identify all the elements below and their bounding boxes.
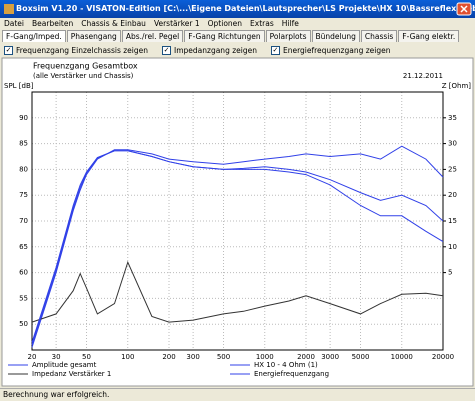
x-tick-label: 3000 bbox=[321, 353, 339, 361]
y-tick-label: 60 bbox=[19, 269, 28, 277]
checkbox-option[interactable]: ✓ Energiefrequenzgang zeigen bbox=[270, 46, 391, 55]
checkbox-label: Impedanzgang zeigen bbox=[174, 46, 257, 55]
chart-date: 21.12.2011 bbox=[403, 72, 443, 80]
y2-tick-label: 20 bbox=[448, 191, 457, 199]
legend-label: HX 10 - 4 Ohm (1) bbox=[254, 361, 318, 369]
legend-label: Amplitude gesamt bbox=[32, 361, 97, 369]
close-glyph bbox=[460, 5, 468, 13]
x-tick-label: 5000 bbox=[352, 353, 370, 361]
status-bar: Berechnung war erfolgreich. bbox=[0, 388, 475, 400]
y-tick-label: 65 bbox=[19, 243, 28, 251]
y2-tick-label: 25 bbox=[448, 165, 457, 173]
menu-item[interactable]: Hilfe bbox=[281, 19, 299, 28]
menu-item[interactable]: Bearbeiten bbox=[32, 19, 74, 28]
y-axis-label: SPL [dB] bbox=[4, 82, 34, 90]
y2-tick-label: 10 bbox=[448, 243, 457, 251]
x-tick-label: 2000 bbox=[297, 353, 315, 361]
tab[interactable]: Polarplots bbox=[265, 30, 311, 42]
title-bar: Boxsim V1.20 - VISATON-Edition [C:\...\E… bbox=[0, 0, 475, 18]
y2-tick-label: 5 bbox=[448, 269, 452, 277]
window-title: Boxsim V1.20 - VISATON-Edition [C:\...\E… bbox=[16, 4, 475, 13]
y-tick-label: 85 bbox=[19, 140, 28, 148]
series-line bbox=[31, 260, 444, 323]
x-tick-label: 20 bbox=[28, 353, 37, 361]
x-tick-label: 100 bbox=[121, 353, 134, 361]
checkbox-label: Frequenzgang Einzelchassis zeigen bbox=[16, 46, 149, 55]
checkbox[interactable]: ✓ bbox=[270, 46, 280, 55]
y2-tick-label: 35 bbox=[448, 114, 457, 122]
menu-item[interactable]: Optionen bbox=[207, 19, 243, 28]
checkbox-option[interactable]: ✓ Frequenzgang Einzelchassis zeigen bbox=[4, 46, 148, 55]
y2-tick-label: 15 bbox=[448, 217, 457, 225]
x-tick-label: 500 bbox=[217, 353, 230, 361]
menu-item[interactable]: Chassis & Einbau bbox=[81, 19, 146, 28]
x-tick-label: 20000 bbox=[432, 353, 454, 361]
menu-bar: Datei Bearbeiten Chassis & Einbau Verstärke… bbox=[0, 18, 475, 30]
chart-panel bbox=[1, 57, 474, 387]
checkbox-label: Energiefrequenzgang zeigen bbox=[282, 46, 391, 55]
checkbox[interactable]: ✓ bbox=[162, 46, 172, 55]
legend-label: Impedanz Verstärker 1 bbox=[32, 370, 111, 378]
menu-item[interactable]: Datei bbox=[4, 19, 25, 28]
y-tick-label: 55 bbox=[19, 294, 28, 302]
checkbox[interactable]: ✓ bbox=[4, 46, 13, 55]
series-line bbox=[31, 150, 444, 345]
x-tick-label: 300 bbox=[186, 353, 199, 361]
tab[interactable]: Phasengang bbox=[66, 30, 121, 42]
tab[interactable]: Bündelung bbox=[311, 30, 360, 42]
tab-bar: F-Gang/Imped. Phasengang Abs./rel. Pegel F-… bbox=[2, 30, 460, 42]
chart: Frequenzgang Gesamtbox (alle Verstärker … bbox=[1, 2, 474, 387]
y-tick-label: 70 bbox=[19, 217, 28, 225]
x-tick-label: 30 bbox=[52, 353, 61, 361]
tab[interactable]: F-Gang elektr. bbox=[398, 30, 460, 42]
x-tick-label: 200 bbox=[162, 353, 175, 361]
y-tick-label: 50 bbox=[19, 320, 28, 328]
tab[interactable]: F-Gang Richtungen bbox=[184, 30, 265, 42]
tab[interactable]: Abs./rel. Pegel bbox=[121, 30, 184, 42]
legend-label: Energiefrequenzgang bbox=[254, 370, 329, 378]
options-row: ✓ Frequenzgang Einzelchassis zeigen ✓ Imped… bbox=[4, 44, 471, 57]
x-tick-label: 10000 bbox=[391, 353, 413, 361]
chart-title: Frequenzgang Gesamtbox bbox=[33, 62, 138, 71]
chart-subtitle: (alle Verstärker und Chassis) bbox=[33, 72, 134, 80]
y2-axis-label: Z [Ohm] bbox=[442, 82, 472, 90]
checkbox-option[interactable]: ✓ Impedanzgang zeigen bbox=[162, 46, 257, 55]
app-icon bbox=[4, 4, 14, 14]
y-tick-label: 75 bbox=[19, 191, 28, 199]
status-text: Berechnung war erfolgreich. bbox=[3, 390, 110, 399]
menu-item[interactable]: Verstärker 1 bbox=[153, 19, 200, 28]
tab[interactable]: F-Gang/Imped. bbox=[2, 30, 66, 42]
x-tick-label: 1000 bbox=[256, 353, 274, 361]
y-tick-label: 90 bbox=[19, 114, 28, 122]
menu-item[interactable]: Extras bbox=[250, 19, 274, 28]
tab[interactable]: Chassis bbox=[360, 30, 398, 42]
series-line bbox=[31, 145, 444, 348]
x-tick-label: 50 bbox=[82, 353, 91, 361]
y2-tick-label: 30 bbox=[448, 140, 457, 148]
y-tick-label: 80 bbox=[19, 165, 28, 173]
